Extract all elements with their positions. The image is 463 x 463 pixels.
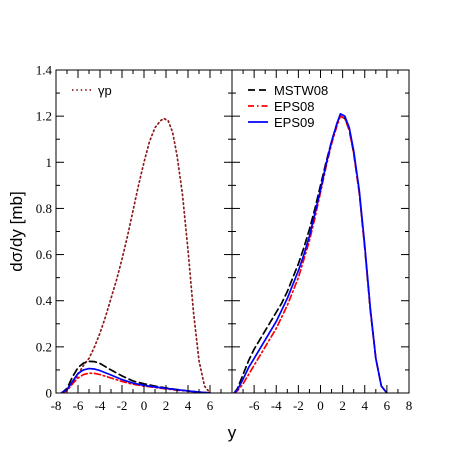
y-tick-label-left: 0.8 [36, 201, 52, 216]
legend-label-right-0: MSTW08 [274, 83, 328, 98]
series-line-left-3 [60, 367, 211, 393]
chart-panel-left: -8 -6 -4 -2 0 2 4 600.20.40.60.811.21.4γp [36, 63, 233, 413]
legend-label-right-2: EPS09 [274, 115, 314, 130]
x-tick-label-left: -2 [117, 398, 128, 413]
x-tick-label-right: 8 [406, 398, 413, 413]
legend-label-left-0: γp [98, 83, 112, 98]
x-tick-label-left: -6 [73, 398, 84, 413]
y-tick-label-left: 1.4 [36, 63, 53, 78]
y-axis-title: dσ/dy [mb] [7, 191, 26, 271]
x-tick-label-right: -6 [249, 398, 260, 413]
x-tick-label-left: 4 [185, 398, 192, 413]
x-tick-label-right: 6 [384, 398, 391, 413]
series-group-0 [60, 117, 211, 393]
y-tick-label-left: 1.2 [36, 109, 52, 124]
plot-frame-right [231, 69, 410, 394]
x-tick-label-right: 2 [339, 398, 346, 413]
x-tick-label-left: 2 [163, 398, 170, 413]
y-tick-label-left: 0.6 [36, 247, 53, 262]
x-tick-label-right: -4 [271, 398, 282, 413]
series-line-right-1 [233, 115, 388, 393]
series-group-1 [233, 112, 388, 393]
x-tick-label-left: 0 [141, 398, 148, 413]
x-tick-label-right: 4 [362, 398, 369, 413]
plot-frame-left [55, 69, 233, 394]
x-tick-label-left: -8 [51, 398, 62, 413]
x-tick-label-right: 0 [317, 398, 324, 413]
x-axis-title: y [228, 423, 237, 442]
y-tick-label-left: 0 [46, 386, 53, 401]
legend-label-right-1: EPS08 [274, 99, 314, 114]
x-tick-label-right: -2 [293, 398, 304, 413]
series-line-left-0 [60, 117, 211, 393]
x-tick-label-left: -4 [95, 398, 106, 413]
series-line-right-0 [233, 115, 388, 393]
y-tick-label-left: 0.4 [36, 293, 53, 308]
y-tick-label-left: 0.2 [36, 339, 52, 354]
y-tick-label-left: 1 [46, 155, 53, 170]
legend-left: γp [72, 83, 112, 98]
x-tick-label-left: 6 [207, 398, 214, 413]
series-line-right-2 [233, 112, 388, 393]
